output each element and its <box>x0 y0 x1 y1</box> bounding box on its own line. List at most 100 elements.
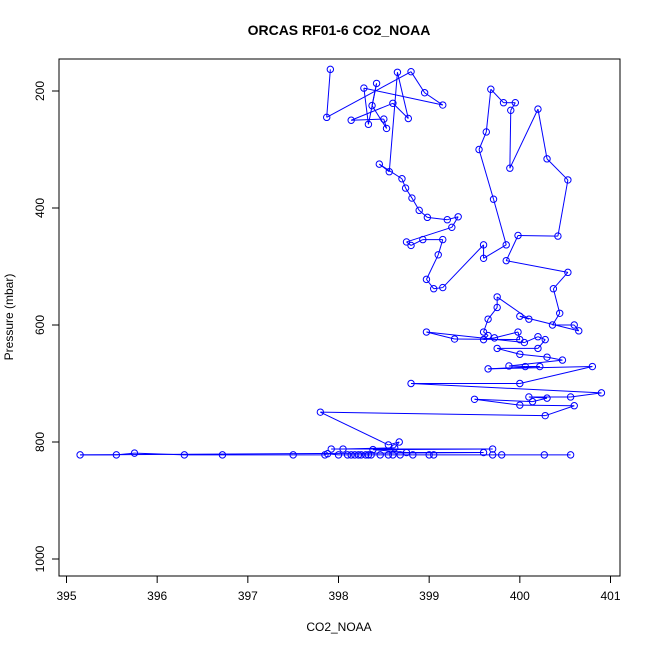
data-point <box>422 275 431 284</box>
series-segment <box>388 441 400 446</box>
data-point <box>398 175 406 183</box>
y-axis-label: Pressure (mbar) <box>2 274 16 361</box>
series-segment <box>478 149 495 200</box>
data-point <box>536 362 544 371</box>
data-point <box>439 283 447 292</box>
x-tick-label: 401 <box>600 589 620 603</box>
series-segment <box>433 287 443 290</box>
data-point <box>534 105 542 113</box>
series-segment <box>474 398 533 403</box>
series-segment <box>405 187 413 199</box>
data-point <box>420 89 429 97</box>
data-point <box>498 451 506 459</box>
y-tick-label: 800 <box>33 432 47 452</box>
data-point <box>404 114 413 123</box>
series-segment <box>510 102 516 111</box>
series-segment <box>442 244 484 288</box>
data-point <box>521 362 529 371</box>
series-segment <box>537 336 546 341</box>
series-segment <box>437 239 444 255</box>
data-point <box>360 84 368 92</box>
series-segment <box>573 324 580 332</box>
data-point <box>430 451 438 459</box>
x-tick-label: 400 <box>510 589 530 603</box>
series-segment <box>506 260 568 273</box>
data-point <box>343 451 352 459</box>
series-segment <box>451 216 459 228</box>
series-segment <box>324 453 328 456</box>
data-point <box>493 303 501 312</box>
series-segment <box>546 356 563 361</box>
data-point <box>218 451 227 459</box>
data-point <box>558 356 567 364</box>
data-point <box>479 335 488 344</box>
data-point <box>439 101 447 109</box>
series-segment <box>383 118 388 129</box>
series-segment <box>326 69 331 118</box>
series-segment <box>509 110 512 169</box>
series-segment <box>557 179 569 237</box>
data-point <box>534 333 542 341</box>
data-point <box>470 395 479 403</box>
series-segment <box>537 339 546 349</box>
data-point <box>543 394 551 402</box>
series-segment <box>519 366 593 384</box>
series-segment <box>570 392 602 398</box>
series-segment <box>418 209 428 218</box>
data-point <box>516 401 524 409</box>
data-point <box>408 194 416 202</box>
series-segment <box>447 216 459 221</box>
data-point <box>382 124 391 133</box>
data-point <box>375 160 383 168</box>
data-point <box>566 451 575 459</box>
data-point <box>402 448 411 457</box>
data-point <box>450 335 459 343</box>
series-segment <box>394 441 400 449</box>
data-point <box>362 451 370 459</box>
series-segment <box>519 404 575 407</box>
data-point <box>395 438 403 446</box>
series-segment <box>496 296 530 320</box>
x-tick-label: 397 <box>238 589 258 603</box>
data-point <box>534 344 542 353</box>
data-point <box>541 411 549 420</box>
series-segment <box>519 353 548 358</box>
series-segment <box>508 359 563 367</box>
data-point <box>564 268 572 277</box>
data-point <box>566 393 575 401</box>
data-point <box>409 451 417 459</box>
plot-area <box>76 65 606 459</box>
data-point <box>484 315 492 323</box>
data-point <box>502 241 510 249</box>
series-segment <box>537 109 548 159</box>
data-point <box>130 449 139 457</box>
data-point <box>354 451 363 459</box>
y-tick-label: 200 <box>33 81 47 101</box>
data-point <box>407 379 415 388</box>
data-point <box>479 241 488 249</box>
y-tick-label: 600 <box>33 315 47 335</box>
data-point <box>323 450 332 458</box>
x-tick-label: 395 <box>56 589 76 603</box>
data-point <box>548 321 557 329</box>
data-point <box>180 451 189 459</box>
series-segment <box>524 336 539 344</box>
data-point <box>393 68 402 76</box>
x-tick-label: 398 <box>328 589 348 603</box>
data-point <box>380 115 388 123</box>
data-point <box>479 328 488 336</box>
series-segment <box>371 105 387 129</box>
data-point <box>326 65 335 74</box>
data-point <box>502 256 510 265</box>
data-point <box>507 106 515 115</box>
data-point <box>439 235 447 244</box>
data-point <box>364 451 373 459</box>
data-point <box>289 451 297 459</box>
data-point <box>368 101 376 110</box>
x-axis: 395 396 397 398 399 400 401 <box>56 575 621 603</box>
data-point <box>540 451 549 459</box>
data-point <box>520 338 529 347</box>
data-point <box>376 451 384 459</box>
